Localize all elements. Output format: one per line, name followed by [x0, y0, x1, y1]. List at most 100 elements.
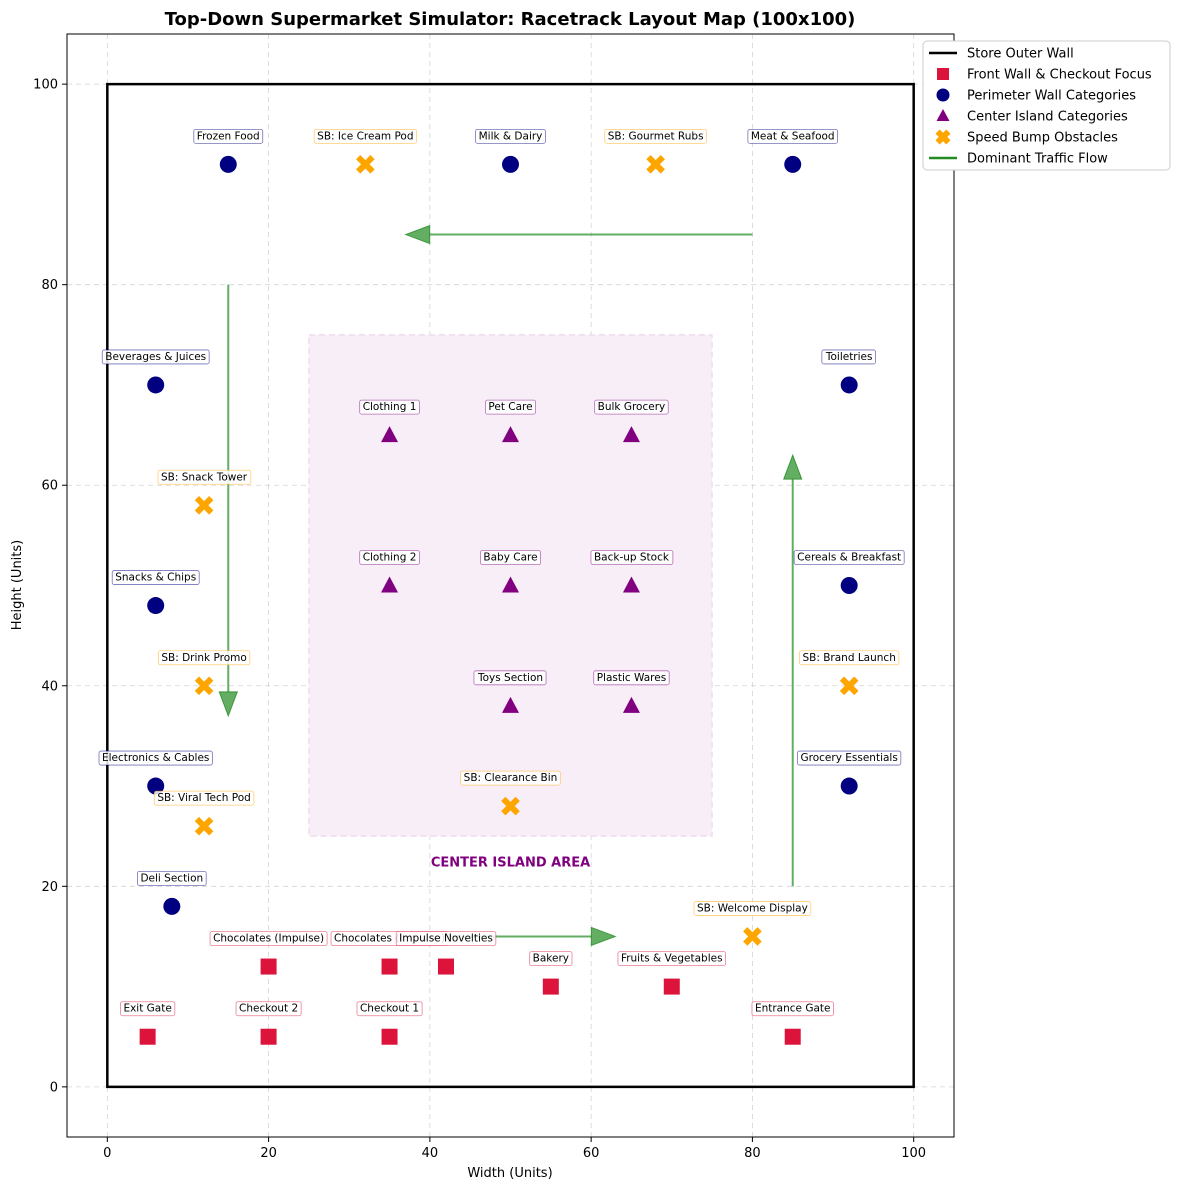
- center-marker: [502, 696, 519, 713]
- perimeter-marker: [502, 155, 519, 173]
- point-label: Milk & Dairy: [479, 130, 543, 142]
- speed_bump-marker: [356, 155, 375, 174]
- point-label: Clothing 2: [363, 552, 417, 564]
- point-label: Impulse Novelties: [399, 933, 493, 945]
- point-label-box: [120, 1001, 176, 1017]
- perimeter-marker: [784, 155, 802, 173]
- legend-swatch-perimeter: [936, 88, 950, 102]
- point-label: Fruits & Vegetables: [621, 953, 723, 965]
- flow-arrow-head: [218, 691, 238, 718]
- y-axis-label: Height (Units): [10, 540, 25, 631]
- perimeter-marker: [219, 155, 237, 173]
- point-label-box: [235, 1001, 302, 1017]
- point-label: Grocery Essentials: [801, 752, 898, 764]
- legend-swatch-center: [936, 109, 950, 121]
- perimeter-marker: [163, 897, 181, 915]
- speed_bump-marker: [194, 495, 214, 515]
- point-label: SB: Viral Tech Pod: [157, 792, 251, 804]
- speed_bump-marker: [194, 676, 214, 696]
- point-label-box: [395, 931, 497, 946]
- point-label-box: [751, 1001, 834, 1017]
- front-marker: [260, 1028, 277, 1045]
- point-label: SB: Ice Cream Pod: [317, 130, 413, 142]
- point-label: SB: Welcome Display: [697, 902, 808, 914]
- point-label-box: [98, 750, 213, 766]
- point-label: Meat & Seafood: [751, 130, 835, 142]
- perimeter-marker: [147, 376, 165, 394]
- point-label: Clothing 1: [363, 401, 417, 413]
- legend-label: Center Island Categories: [967, 110, 1128, 125]
- center-island-label: CENTER ISLAND AREA: [431, 855, 590, 870]
- perimeter-marker: [840, 777, 858, 795]
- perimeter-marker: [147, 777, 165, 795]
- x-tick-label: 60: [583, 1146, 600, 1161]
- legend-label: Dominant Traffic Flow: [967, 152, 1108, 167]
- legend-label: Speed Bump Obstacles: [967, 131, 1118, 146]
- point-label-box: [209, 931, 328, 946]
- point-label-box: [193, 128, 264, 144]
- point-label-box: [590, 550, 674, 565]
- x-tick-label: 100: [901, 1146, 926, 1161]
- y-tick-label: 40: [41, 679, 58, 694]
- point-label-box: [693, 901, 812, 916]
- point-label-box: [137, 870, 207, 886]
- point-label-box: [359, 399, 420, 415]
- legend-box: [922, 40, 1171, 171]
- front-marker: [381, 1028, 398, 1045]
- point-label: SB: Drink Promo: [161, 652, 246, 664]
- center-marker: [381, 576, 399, 593]
- center-marker: [622, 426, 640, 443]
- point-label-box: [153, 790, 255, 806]
- point-label: Pet Care: [488, 401, 532, 413]
- point-label: Toiletries: [825, 351, 873, 363]
- point-label: Checkout 1: [360, 1003, 419, 1015]
- flow-arrow-head: [404, 224, 431, 245]
- y-tick-label: 100: [33, 78, 58, 93]
- speed_bump-marker: [646, 155, 665, 174]
- center-marker: [622, 576, 640, 593]
- front-marker: [260, 958, 277, 975]
- x-tick-label: 0: [103, 1146, 111, 1161]
- point-label: Snacks & Chips: [115, 572, 196, 584]
- front-marker: [139, 1028, 156, 1045]
- point-label-box: [157, 650, 251, 666]
- front-marker: [784, 1028, 801, 1045]
- point-label-box: [604, 128, 707, 144]
- axes-frame: [66, 33, 955, 1138]
- point-label: Plastic Wares: [597, 672, 666, 684]
- y-tick-label: 20: [41, 880, 58, 895]
- point-label-box: [475, 128, 546, 144]
- point-label-box: [101, 349, 210, 365]
- legend-label: Store Outer Wall: [967, 47, 1074, 62]
- point-label-box: [157, 469, 252, 485]
- x-tick-label: 40: [422, 1146, 439, 1161]
- point-label: SB: Gourmet Rubs: [608, 130, 704, 142]
- x-axis-label: Width (Units): [467, 1166, 552, 1181]
- point-label: Toys Section: [477, 672, 543, 684]
- flow-arrow-head: [590, 926, 617, 947]
- chart-title: Top-Down Supermarket Simulator: Racetrac…: [165, 9, 856, 30]
- perimeter-marker: [147, 597, 165, 615]
- front-marker: [542, 978, 559, 995]
- point-label-box: [356, 1001, 423, 1017]
- x-tick-label: 20: [260, 1146, 277, 1161]
- point-label-box: [594, 399, 669, 415]
- point-label-box: [473, 670, 547, 686]
- point-label-box: [359, 550, 420, 565]
- point-label: Entrance Gate: [755, 1003, 831, 1015]
- x-tick-label: 80: [744, 1146, 761, 1161]
- legend-swatch-speed_bump: [935, 129, 951, 145]
- point-label-box: [480, 550, 541, 565]
- front-marker: [437, 958, 454, 975]
- point-label: Chocolates (Impulse): [213, 933, 324, 945]
- point-label-box: [313, 128, 417, 144]
- flow-arrow-head: [783, 453, 803, 480]
- point-label: Bulk Grocery: [598, 401, 666, 413]
- point-label: Electronics & Cables: [102, 752, 209, 764]
- point-label-box: [797, 750, 902, 766]
- perimeter-marker: [840, 577, 858, 594]
- point-label-box: [485, 399, 536, 415]
- y-tick-label: 60: [41, 479, 58, 494]
- point-label: Checkout 2: [239, 1003, 298, 1015]
